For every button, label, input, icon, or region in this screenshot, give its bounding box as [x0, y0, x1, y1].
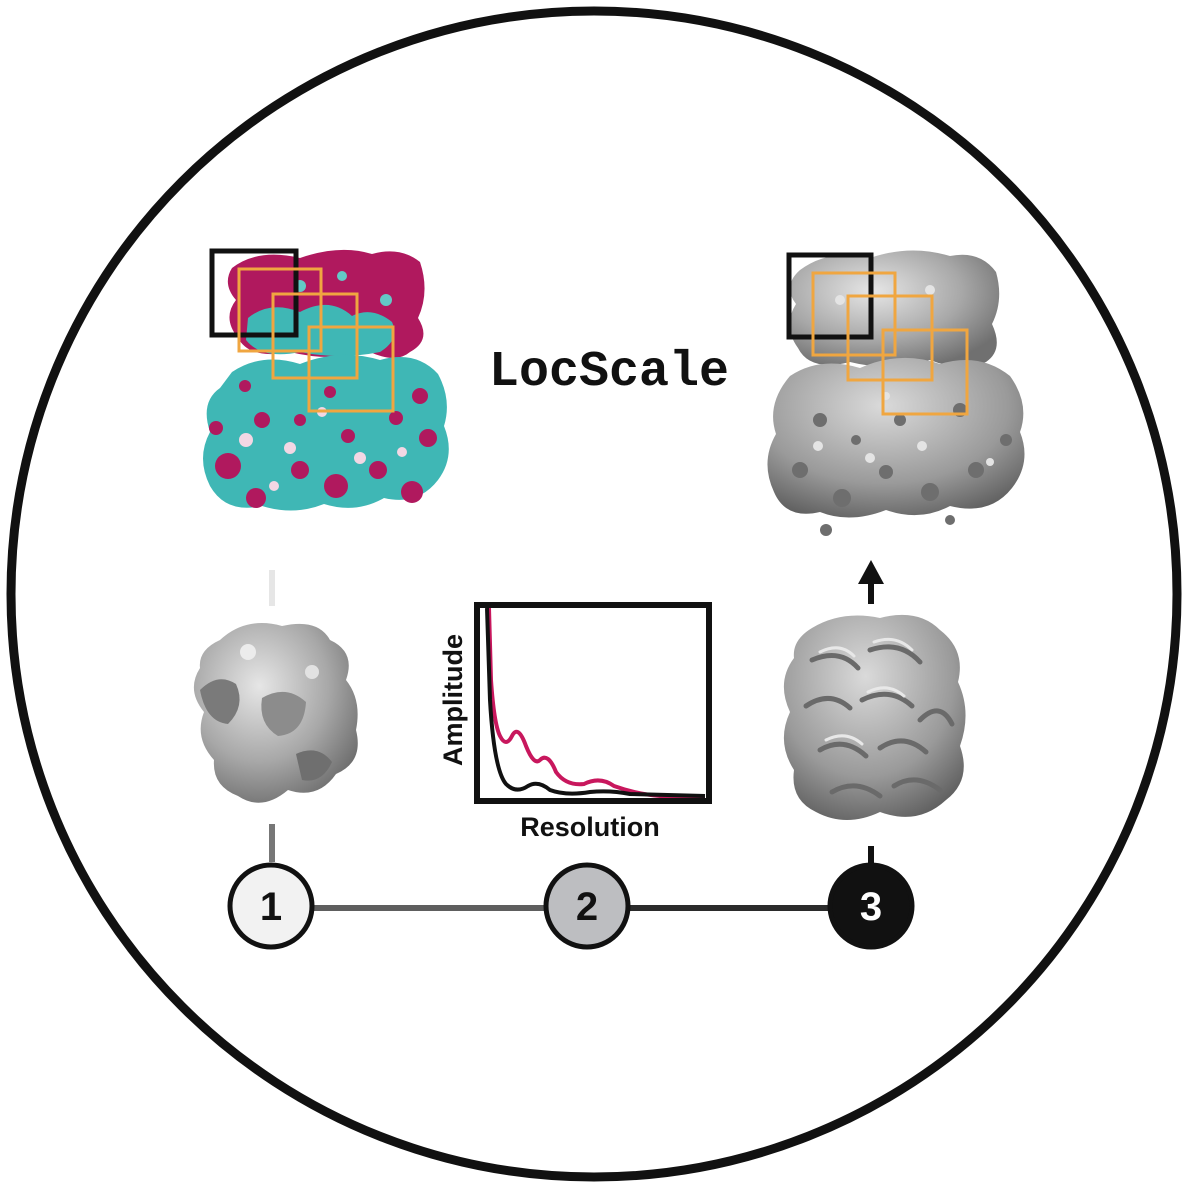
input-window-volume — [193, 623, 358, 803]
output-window-volume — [783, 614, 966, 820]
sliding-window-1-right — [811, 271, 897, 357]
input-map-colored — [203, 249, 449, 511]
map-profile-curve — [485, 607, 706, 798]
step-1: 1 — [227, 862, 315, 950]
amplitude-plot: Amplitude Resolution — [438, 602, 712, 842]
reference-profile-curve — [487, 607, 705, 798]
plot-frame — [474, 602, 712, 804]
svg-text:3: 3 — [860, 885, 882, 929]
title: LocScale — [489, 344, 729, 401]
sliding-window-3-right — [881, 328, 969, 416]
up-arrow-icon — [858, 560, 884, 584]
step-3: 3 — [827, 862, 915, 950]
plot-ylabel: Amplitude — [438, 634, 468, 766]
sliding-window-2-left — [271, 292, 359, 380]
svg-text:1: 1 — [260, 885, 282, 929]
sliding-window-3-left — [307, 325, 395, 413]
sliding-window-1-left — [237, 267, 323, 353]
step-2: 2 — [543, 862, 631, 950]
outer-ring — [6, 6, 1182, 1182]
plot-xlabel: Resolution — [520, 812, 660, 842]
sliding-window-2-right — [846, 294, 934, 382]
svg-text:2: 2 — [576, 885, 598, 929]
